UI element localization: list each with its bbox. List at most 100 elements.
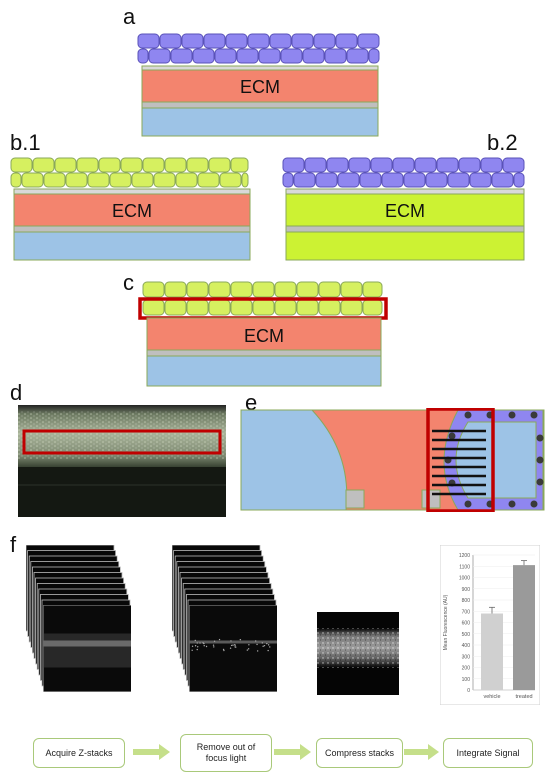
cell — [121, 158, 142, 172]
ecm-label: ECM — [112, 201, 152, 221]
y-tick-label: 100 — [462, 677, 471, 683]
cell — [275, 282, 296, 297]
cell — [77, 158, 98, 172]
cell — [154, 173, 175, 187]
cell — [426, 173, 447, 187]
step-label: Compress stacks — [325, 748, 394, 759]
cell — [283, 158, 304, 172]
cell — [492, 173, 513, 187]
cell — [459, 158, 480, 172]
signal-speck — [213, 646, 214, 647]
signal-speck — [191, 650, 192, 651]
cell — [481, 158, 502, 172]
step-label: Integrate Signal — [456, 748, 519, 759]
cell — [297, 300, 318, 315]
cell — [341, 300, 362, 315]
cell — [248, 34, 269, 48]
arrow-right-icon — [133, 744, 171, 760]
compressed-image — [317, 612, 399, 695]
cell — [292, 34, 313, 48]
y-tick-label: 0 — [467, 688, 470, 694]
cell — [198, 173, 219, 187]
cell — [305, 158, 326, 172]
cell — [294, 173, 315, 187]
ecm-label: ECM — [240, 77, 280, 97]
cell — [514, 173, 524, 187]
signal-speck — [269, 646, 270, 647]
stack-front-image — [190, 606, 277, 692]
signal-speck — [255, 640, 256, 641]
cell — [193, 49, 214, 63]
signal-speck — [202, 642, 203, 643]
signal-speck — [204, 645, 205, 646]
cell — [327, 158, 348, 172]
cell — [88, 173, 109, 187]
y-axis-label: Mean Fluorescence (AU) — [443, 594, 449, 650]
ecm-label: ECM — [244, 326, 284, 346]
cell — [187, 158, 208, 172]
cell — [316, 173, 337, 187]
step-acquire: Acquire Z-stacks — [33, 738, 125, 768]
cell — [369, 49, 379, 63]
cell — [336, 34, 357, 48]
cell — [319, 282, 340, 297]
signal-speck — [199, 642, 200, 643]
cell — [226, 34, 247, 48]
cell — [283, 173, 293, 187]
nucleus — [465, 501, 472, 508]
signal-speck — [266, 643, 267, 644]
bar-chart: 0100200300400500600700800900100011001200… — [440, 545, 540, 705]
signal-speck — [248, 648, 249, 649]
nucleus — [509, 501, 516, 508]
cell — [187, 300, 208, 315]
panel-label-d: d — [10, 380, 22, 406]
signal-speck — [247, 649, 248, 650]
signal-speck — [223, 649, 224, 650]
cell — [171, 49, 192, 63]
cell — [341, 282, 362, 297]
cell — [347, 49, 368, 63]
step-label: Remove out of focus light — [197, 742, 256, 764]
membrane — [14, 226, 250, 232]
membrane — [142, 102, 378, 108]
x-tick-label: vehicle — [483, 694, 500, 700]
cell — [448, 173, 469, 187]
signal-speck — [230, 648, 231, 649]
signal-speck — [197, 649, 198, 650]
y-tick-label: 1100 — [459, 564, 470, 570]
panel-label-b2: b.2 — [487, 130, 518, 156]
panel-a-diagram: ECM — [135, 30, 385, 138]
substrate — [14, 232, 250, 260]
cell — [404, 173, 425, 187]
cell — [237, 49, 258, 63]
signal-speck — [214, 641, 215, 642]
cell — [242, 173, 248, 187]
cell — [143, 282, 164, 297]
cell — [110, 173, 131, 187]
bar-treated — [513, 565, 535, 690]
cell — [220, 173, 241, 187]
panel-d-micrograph — [18, 405, 226, 517]
y-tick-label: 500 — [462, 632, 471, 638]
y-tick-label: 1000 — [459, 576, 470, 582]
cell — [325, 49, 346, 63]
signal-speck — [262, 646, 263, 647]
cell — [176, 173, 197, 187]
y-tick-label: 1200 — [459, 553, 470, 559]
panel-b2-diagram: ECM — [281, 155, 529, 263]
signal-speck — [262, 642, 263, 643]
cell — [231, 158, 248, 172]
arrow-right-icon — [274, 744, 312, 760]
cell — [33, 158, 54, 172]
cell — [22, 173, 43, 187]
signal-speck — [234, 645, 235, 646]
cell — [360, 173, 381, 187]
cell — [297, 282, 318, 297]
bar-vehicle — [481, 614, 503, 691]
cell — [11, 173, 21, 187]
cell — [363, 282, 382, 297]
signal-speck — [264, 645, 265, 646]
cell — [209, 158, 230, 172]
y-tick-label: 300 — [462, 654, 471, 660]
cell — [215, 49, 236, 63]
